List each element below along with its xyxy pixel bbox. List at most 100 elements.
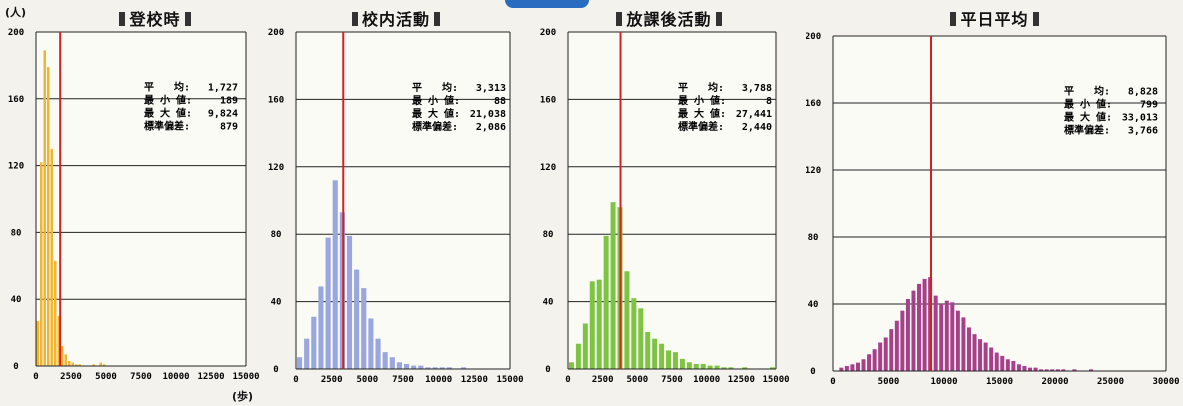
chart-title: 放課後活動 — [626, 10, 712, 29]
histogram-bar — [645, 331, 651, 369]
histogram-bar — [728, 367, 734, 369]
stat-value: 2,086 — [476, 122, 506, 133]
x-tick-label: 2500 — [592, 375, 614, 385]
histogram-bar — [714, 365, 720, 369]
histogram-bar — [318, 286, 324, 369]
histogram-bar — [461, 367, 467, 369]
title-marker-right — [715, 12, 722, 26]
histogram-bar — [972, 334, 977, 371]
stat-value: 3,766 — [1128, 126, 1158, 137]
stat-label: 最 小 値: — [1064, 98, 1112, 111]
histogram-bar — [950, 302, 955, 371]
y-tick-label: 120 — [540, 163, 556, 173]
histogram-bar — [425, 367, 431, 369]
stat-value: 33,013 — [1122, 113, 1158, 124]
stat-value: 88 — [494, 96, 506, 107]
plot-area — [36, 32, 246, 366]
histogram-bar — [652, 338, 658, 369]
histogram-bar — [770, 367, 776, 369]
stat-label: 最 大 値: — [678, 107, 726, 120]
histogram-bar — [624, 271, 630, 369]
y-unit-label: (人) — [5, 6, 27, 19]
histogram-bar — [1055, 369, 1060, 371]
histogram-bar — [939, 304, 944, 371]
histogram-bar — [700, 363, 706, 369]
histogram-bar — [396, 362, 403, 369]
y-tick-label: 80 — [11, 228, 22, 238]
histogram-bar — [304, 338, 310, 369]
histogram-bar — [872, 349, 877, 371]
stat-value: 9,824 — [208, 108, 238, 119]
y-tick-label: 160 — [540, 95, 556, 105]
histogram-bar — [978, 339, 983, 371]
histogram-bar — [610, 202, 616, 369]
histogram-bar — [596, 279, 602, 369]
histogram-bar — [961, 317, 966, 371]
histogram-bar — [78, 364, 82, 366]
x-tick-label: 12500 — [461, 375, 488, 385]
histogram-bar — [1016, 364, 1021, 371]
histogram-chart: 0 40 80 120 160 200 0 2500 5000 7500 10000 12500 150… — [540, 28, 790, 385]
histogram-bar — [1028, 367, 1033, 371]
histogram-bar — [46, 67, 50, 366]
histogram-bar — [57, 315, 61, 366]
panel-title: 校内活動 — [262, 6, 530, 30]
histogram-bar — [631, 298, 637, 369]
plot-area — [296, 32, 510, 369]
histogram-bar — [686, 362, 692, 369]
panel-kounai: 校内活動 0 40 80 120 160 200 0 2500 5000 7500 10000 125… — [262, 0, 530, 406]
stat-value: 8,828 — [1128, 87, 1158, 98]
histogram-bar — [582, 323, 588, 369]
histogram-chart: 0 40 80 120 160 200 0 2500 5000 7500 10000 12500 150… — [8, 28, 260, 382]
x-tick-label: 0 — [293, 375, 298, 385]
histogram-bar — [389, 357, 395, 369]
x-tick-label: 15000 — [986, 377, 1013, 387]
histogram-bar — [1061, 369, 1066, 371]
histogram-bar — [74, 364, 78, 366]
histogram-bar — [446, 367, 452, 369]
histogram-bar — [878, 342, 883, 371]
stat-label: 標準偏差: — [412, 120, 458, 133]
stat-label: 平 均: — [144, 80, 190, 93]
y-tick-label: 40 — [11, 295, 22, 305]
chart-title: 平日平均 — [960, 10, 1029, 29]
panel-houkago: 放課後活動 0 40 80 120 160 200 0 2500 5000 7500 10000 12… — [534, 0, 804, 406]
stat-value: 879 — [220, 121, 238, 132]
y-tick-label: 160 — [8, 95, 24, 105]
histogram-bar — [883, 337, 888, 371]
y-tick-label: 0 — [810, 367, 815, 377]
y-tick-label: 200 — [8, 28, 24, 38]
x-tick-label: 5000 — [878, 377, 900, 387]
histogram-bar — [71, 362, 75, 366]
histogram-bar — [411, 365, 417, 369]
x-tick-label: 0 — [565, 375, 570, 385]
title-marker-right — [184, 12, 191, 26]
histogram-bar — [672, 352, 678, 369]
stat-label: 最 小 値: — [144, 93, 192, 106]
histogram-bar — [707, 365, 713, 369]
histogram-bar — [1050, 369, 1055, 371]
x-tick-label: 25000 — [1097, 377, 1124, 387]
stat-label: 平 均: — [412, 81, 458, 94]
histogram-bar — [1022, 365, 1027, 371]
title-marker-left — [950, 12, 957, 26]
y-tick-label: 40 — [271, 298, 282, 308]
histogram-bar — [944, 300, 949, 371]
histogram-bar — [922, 278, 927, 371]
panel-tokou: 登校時 0 40 80 120 160 200 0 2500 5000 7500 10000 1250… — [0, 0, 260, 406]
stat-value: 189 — [220, 95, 238, 106]
x-tick-label: 2500 — [321, 375, 343, 385]
histogram-bar — [855, 362, 860, 371]
stat-label: 標準偏差: — [678, 120, 724, 133]
histogram-bar — [361, 288, 367, 369]
histogram-bar — [603, 235, 609, 369]
panel-title: 平日平均 — [806, 6, 1183, 30]
stat-value: 799 — [1140, 100, 1158, 111]
y-tick-label: 0 — [545, 365, 550, 375]
stat-label: 最 小 値: — [678, 94, 726, 107]
histogram-bar — [102, 364, 106, 366]
histogram-bar — [67, 360, 71, 366]
x-tick-label: 0 — [830, 377, 835, 387]
histogram-bar — [721, 367, 727, 369]
x-tick-label: 7500 — [661, 375, 683, 385]
